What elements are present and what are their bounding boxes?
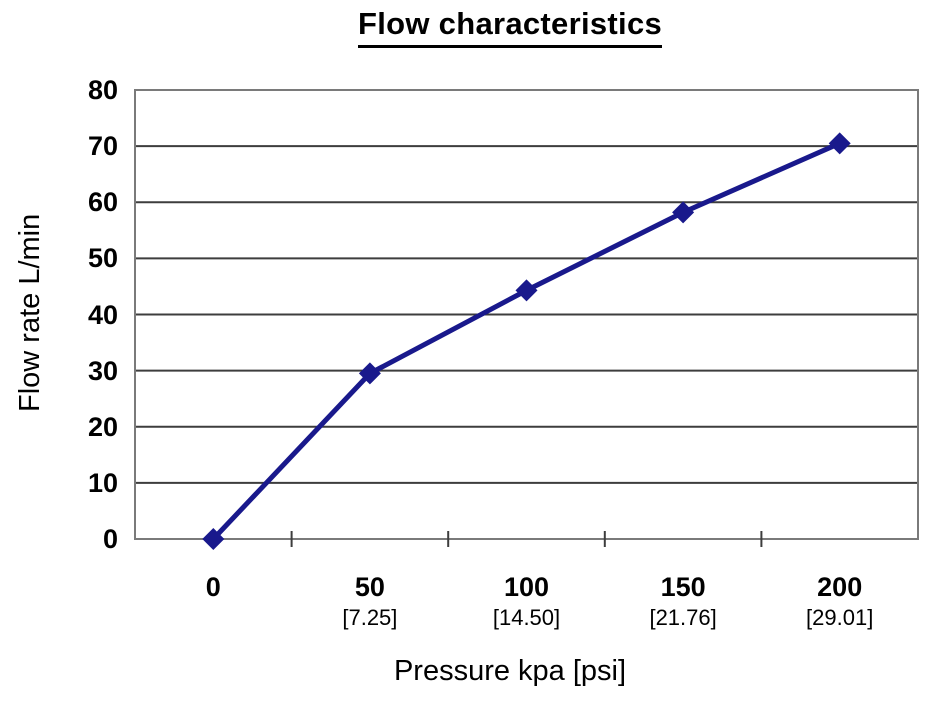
y-tick-label: 50 [87, 243, 118, 274]
y-tick-label: 30 [87, 355, 118, 386]
y-tick-label: 0 [102, 524, 118, 554]
y-tick-label: 20 [87, 411, 118, 442]
y-tick-label: 80 [87, 75, 118, 105]
x-tick-sublabel: [7.25] [342, 605, 398, 630]
data-point-marker [515, 279, 538, 302]
y-tick-label: 70 [87, 131, 118, 162]
chart-title: Flow characteristics [357, 6, 663, 48]
data-point-marker [828, 132, 851, 155]
y-tick-label: 60 [87, 187, 118, 218]
chart-title-wrap: Flow characteristics [100, 6, 920, 48]
x-tick-label: 150 [660, 572, 706, 602]
y-tick-label: 10 [87, 467, 118, 498]
x-tick-label: 200 [817, 572, 863, 602]
plot-border [134, 89, 919, 540]
x-tick-sublabel: [21.76] [649, 605, 717, 630]
x-tick-label: 100 [503, 572, 550, 602]
x-tick-label: 50 [354, 572, 385, 602]
x-tick-sublabel: [14.50] [492, 605, 561, 630]
data-point-marker [672, 201, 695, 224]
x-tick-sublabel: [29.01] [806, 605, 874, 630]
x-tick-label: 0 [205, 572, 221, 602]
data-point-marker [202, 528, 225, 550]
y-tick-label: 40 [87, 299, 118, 330]
x-axis-title: Pressure kpa [psi] [393, 655, 627, 687]
data-point-marker [358, 362, 381, 385]
